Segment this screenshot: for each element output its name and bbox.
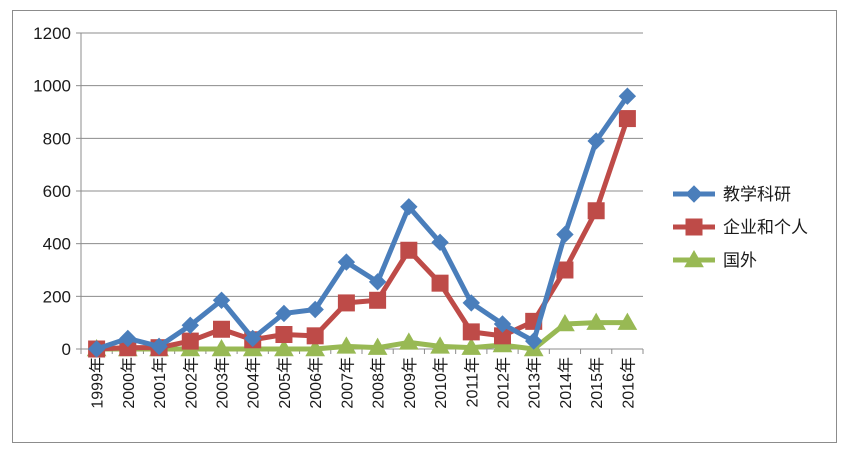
x-tick-label: 2006年 [307,357,325,409]
legend-label: 国外 [723,251,757,271]
data-point [586,312,607,330]
data-point [119,329,137,348]
data-point [587,202,605,220]
y-tick-label: 0 [62,340,71,359]
data-point [431,233,449,252]
series [86,87,638,358]
x-tick-label: 2009年 [401,357,419,409]
series-line [94,116,630,352]
data-point [525,332,543,350]
y-tick-label: 200 [43,287,71,306]
series-1 [87,87,637,358]
x-tick-label: 2007年 [338,357,356,409]
x-tick-label: 2004年 [245,357,263,409]
legend-label: 企业和个人 [723,218,808,238]
data-point [493,315,512,333]
data-point [212,291,231,309]
data-point [398,332,419,350]
data-point [305,338,326,357]
y-tick-label: 1200 [33,24,71,43]
x-tick-label: 2015年 [588,357,606,409]
series-2 [88,110,636,358]
data-point [367,337,388,355]
x-tick-label: 2008年 [370,357,388,409]
y-axis-ticks: 0 200 400 600 800 1000 1200 [33,24,71,359]
data-point [587,132,605,150]
data-point [369,291,387,309]
data-point [368,273,387,291]
data-point [275,304,293,323]
data-point [618,110,636,128]
legend-item: 国外 [673,249,757,271]
data-point [555,313,575,332]
legend-label: 教学科研 [723,185,791,205]
data-point [556,261,574,279]
legend-marker [684,249,704,268]
data-point [211,338,232,357]
data-point [461,337,482,355]
data-point [337,294,355,312]
data-point [181,316,199,335]
x-tick-label: 2012年 [495,357,513,409]
x-tick-label: 2005年 [276,357,294,409]
legend-marker [685,218,703,236]
y-tick-label: 1000 [33,77,71,96]
data-point [336,336,357,354]
data-point [150,337,168,356]
data-point [400,198,418,216]
data-point [556,225,574,244]
legend-marker [685,185,703,203]
x-tick-label: 2014年 [557,357,575,409]
data-point [431,274,449,292]
x-tick-label: 2001年 [151,357,169,409]
data-point [274,338,294,357]
y-tick-label: 600 [43,182,71,201]
y-tick-label: 400 [43,235,71,254]
y-tick-label: 800 [43,129,71,148]
data-point [400,241,418,259]
data-point [306,327,324,345]
data-point [275,326,293,344]
data-point [306,300,324,319]
data-point [181,332,199,350]
data-point [213,320,230,338]
x-tick-label: 1999年 [89,357,107,409]
x-tick-label: 2000年 [120,357,138,409]
data-point [462,323,480,341]
x-tick-label: 2003年 [214,357,232,409]
x-tick-label: 2002年 [182,357,200,409]
legend-item: 教学科研 [673,185,791,205]
data-point [430,336,450,354]
series-line [94,93,630,352]
x-axis-ticks: 1999年 2000年 2001年 2002年 2003年 2004年 2005年 2006年… [89,357,638,409]
data-point [244,329,262,348]
data-point [462,294,480,312]
x-tick-label: 2016年 [619,357,637,409]
x-tick-label: 2011年 [463,357,481,407]
x-tick-label: 2010年 [432,357,450,409]
x-tick-label: 2013年 [526,357,544,409]
data-point [618,87,637,105]
data-point [617,312,638,330]
legend-item: 企业和个人 [673,218,808,238]
data-point [337,253,356,271]
axes [76,32,644,354]
data-point [87,340,106,358]
